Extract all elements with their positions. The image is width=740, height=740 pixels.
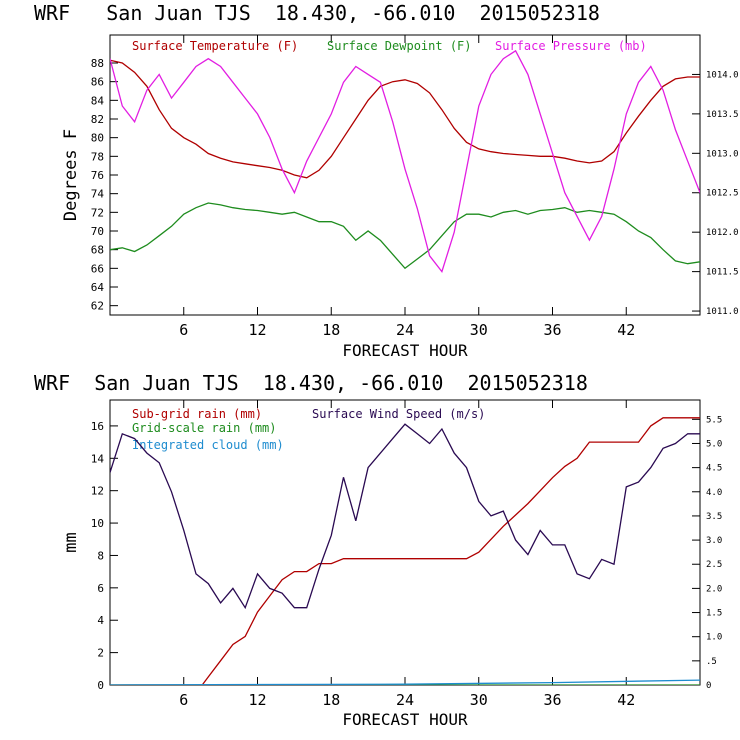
chart-2-y2-tick-label: .5 [706, 657, 717, 667]
chart-2-x-tick-label: 18 [322, 691, 340, 709]
chart-2-y-tick-label: 12 [91, 485, 104, 498]
chart-2-y-axis-label: mm [61, 532, 81, 552]
chart-2-y-tick-label: 10 [91, 517, 104, 530]
chart-1-y-tick-label: 84 [91, 94, 105, 107]
chart-2-x-tick-label: 24 [396, 691, 414, 709]
chart-1-legend-entry-3: Surface Pressure (mb) [495, 39, 647, 53]
chart-1-title: WRF San Juan TJS 18.430, -66.010 2015052… [34, 1, 600, 25]
chart-2-y-tick-label: 4 [97, 614, 104, 627]
chart-2-y2-tick-label: 5.0 [706, 439, 722, 449]
chart-2-y2-tick-label: 0 [706, 681, 711, 691]
chart-1-x-tick-label: 36 [543, 321, 561, 339]
chart-1-legend-entry-2: Surface Dewpoint (F) [327, 39, 472, 53]
chart-1-y-tick-label: 86 [91, 76, 104, 89]
chart-2-y-tick-label: 6 [97, 582, 104, 595]
chart-2-y-tick-label: 16 [91, 420, 104, 433]
chart-1-x-tick-label: 24 [396, 321, 414, 339]
chart-1-y2-tick-label: 1012.5 [706, 189, 739, 199]
chart-1-y-tick-label: 74 [91, 188, 105, 201]
chart-2-y2-tick-label: 3.5 [706, 512, 722, 522]
chart-1-y2-tick-label: 1011.0 [706, 307, 739, 317]
chart-1-y-tick-label: 68 [91, 244, 104, 257]
chart-2-rain-wind: 6 12 18 24 30 36 4202468101214160.51.01.52.02.… [61, 399, 722, 729]
chart-2-x-tick-label: 36 [543, 691, 561, 709]
chart-2-x-tick-label: 6 [179, 691, 188, 709]
chart-1-series-line-1 [110, 59, 700, 179]
chart-1-y2-tick-label: 1014.0 [706, 70, 739, 80]
chart-1-x-tick-label: 18 [322, 321, 340, 339]
chart-1-y-axis-label: Degrees F [61, 129, 81, 221]
chart-2-y2-tick-label: 1.5 [706, 609, 722, 619]
chart-2-x-tick-label: 42 [617, 691, 635, 709]
chart-2-title: WRF San Juan TJS 18.430, -66.010 2015052… [34, 371, 588, 395]
chart-2-y2-tick-label: 3.0 [706, 536, 722, 546]
chart-2-y2-tick-label: 4.0 [706, 488, 722, 498]
chart-2-legend-entry-3: Integrated cloud (mm) [132, 438, 284, 452]
chart-1-y-tick-label: 82 [91, 113, 104, 126]
chart-1-y-tick-label: 64 [91, 281, 105, 294]
chart-2-legend-entry-2: Grid-scale rain (mm) [132, 421, 277, 435]
chart-2-x-tick-label: 30 [470, 691, 488, 709]
chart-1-y2-tick-label: 1011.5 [706, 268, 739, 278]
chart-2-series-line-4 [110, 423, 700, 610]
chart-1-x-axis-label: FORECAST HOUR [342, 341, 468, 360]
chart-1-y-tick-label: 66 [91, 262, 104, 275]
chart-2-x-axis-label: FORECAST HOUR [342, 710, 468, 729]
chart-1-y-tick-label: 88 [91, 57, 104, 70]
chart-1-x-tick-label: 6 [179, 321, 188, 339]
chart-2-y2-tick-label: 1.0 [706, 633, 722, 643]
chart-1-y2-tick-label: 1013.5 [706, 110, 739, 120]
chart-1-y-tick-label: 72 [91, 206, 104, 219]
chart-1-legend-entry-1: Surface Temperature (F) [132, 39, 298, 53]
chart-2-series-line-1 [110, 417, 700, 685]
chart-1-plot-frame [109, 34, 701, 316]
chart-2-legend-entry-1: Sub-grid rain (mm) [132, 407, 262, 421]
chart-2-x-tick-label: 12 [248, 691, 266, 709]
chart-1-y2-tick-label: 1012.0 [706, 228, 739, 238]
chart-2-y-tick-label: 8 [97, 549, 104, 562]
chart-1-y-tick-label: 70 [91, 225, 104, 238]
chart-2-y2-tick-label: 5.5 [706, 415, 722, 425]
chart-1-weather: 6 12 18 24 30 36 42 62 64 66 68 70 72 74 76 78 80 82 84 86 8… [61, 34, 739, 360]
chart-1-series-line-2 [110, 202, 700, 270]
chart-1-x-tick-label: 12 [248, 321, 266, 339]
chart-1-y2-tick-label: 1013.0 [706, 149, 739, 159]
chart-2-y2-tick-label: 2.0 [706, 584, 722, 594]
chart-1-y-tick-label: 76 [91, 169, 104, 182]
chart-2-y2-tick-label: 2.5 [706, 560, 722, 570]
chart-1-y-tick-label: 78 [91, 150, 104, 163]
chart-2-legend-entry-4: Surface Wind Speed (m/s) [312, 407, 485, 421]
chart-1-x-tick-label: 30 [470, 321, 488, 339]
chart-2-y-tick-label: 2 [97, 647, 104, 660]
chart-2-series-line-3 [110, 679, 700, 685]
chart-2-y2-tick-label: 4.5 [706, 464, 722, 474]
chart-1-y-tick-label: 80 [91, 132, 104, 145]
chart-1-y-tick-label: 62 [91, 300, 104, 313]
chart-2-y-tick-label: 0 [97, 679, 104, 692]
chart-1-x-tick-label: 42 [617, 321, 635, 339]
chart-2-y-tick-label: 14 [91, 452, 105, 465]
chart-1-series-line-3 [110, 49, 700, 273]
